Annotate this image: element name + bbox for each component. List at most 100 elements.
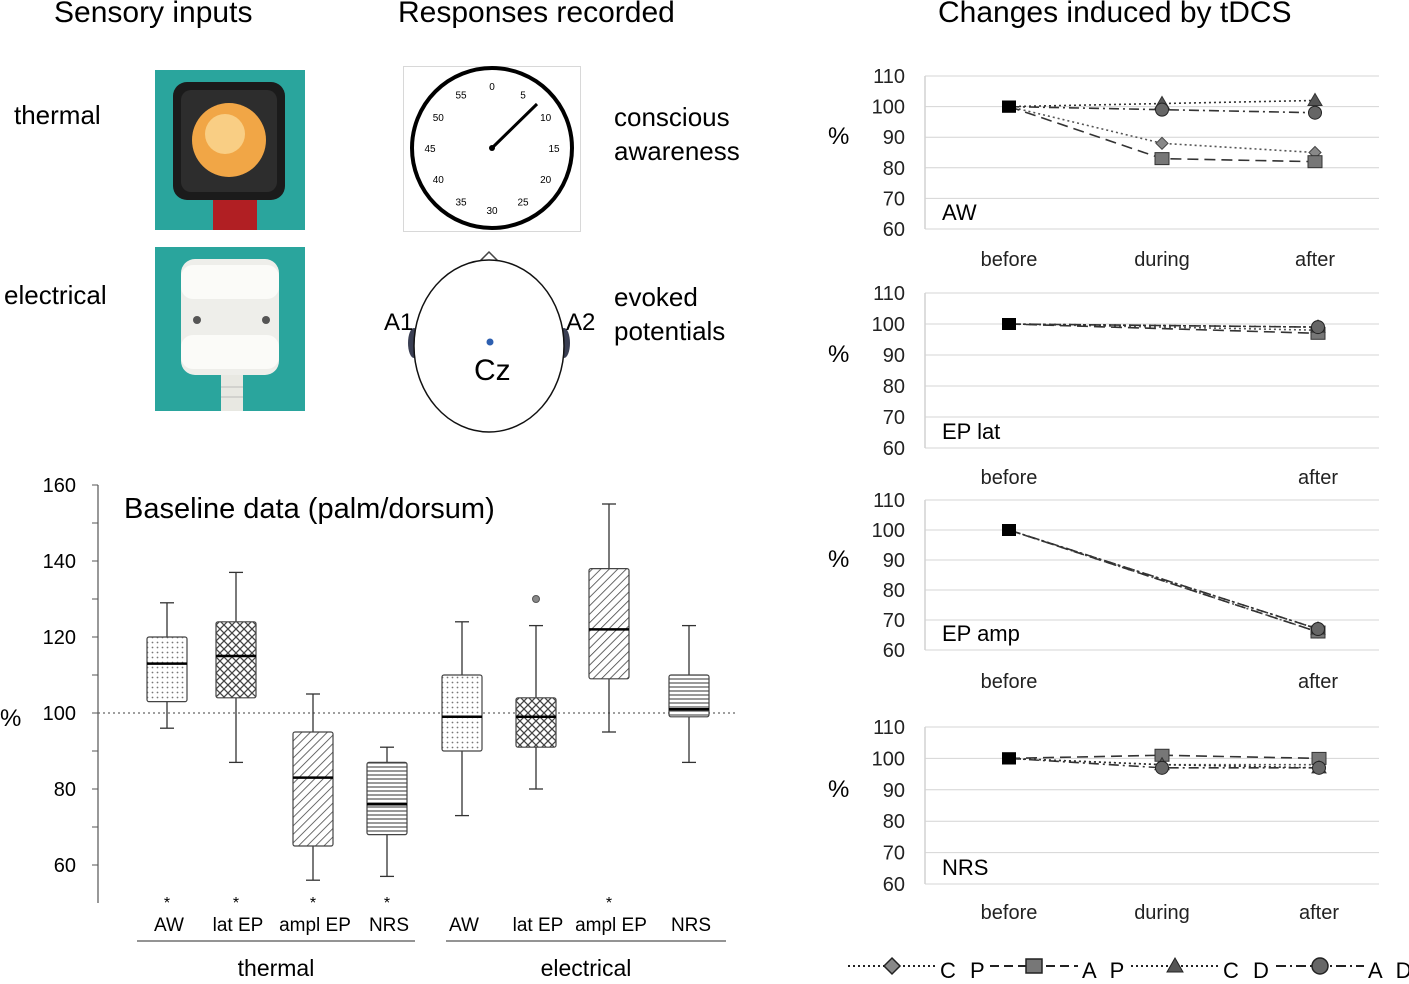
series-point-circle: [1155, 102, 1169, 117]
panel-y-tick-label: 100: [872, 520, 905, 542]
series-line-3: [1008, 105, 1316, 114]
series-line-2: [1008, 99, 1316, 108]
boxplot-ylabel: %: [0, 705, 21, 732]
series-point-triangle: [1307, 92, 1323, 106]
panel-name-label: NRS: [942, 855, 988, 880]
panel-x-label: after: [1295, 249, 1335, 271]
box-category-label: AW: [449, 915, 479, 936]
panel-x-label: during: [1134, 249, 1190, 271]
box-thermal-1: [215, 571, 257, 764]
series-line-2: [1008, 529, 1319, 630]
head-diagram: A1 A2 Cz: [384, 250, 595, 433]
series-point-circle: [1308, 105, 1322, 120]
box-iqr: [215, 621, 257, 699]
legend-item-2: C D: [1131, 956, 1273, 983]
cz-label: Cz: [474, 354, 511, 387]
baseline-boxplot-chart: Baseline data (palm/dorsum) % 60 80 100 120…: [0, 475, 735, 981]
series-point-diamond: [1155, 136, 1169, 151]
panel-y-tick-label: 80: [883, 158, 905, 180]
box-category-label: NRS: [369, 915, 409, 936]
evoked-line-1: evoked: [614, 282, 698, 312]
awareness-line-2: awareness: [614, 136, 740, 166]
significance-marker: *: [606, 895, 612, 912]
legend-item-1: A P: [990, 958, 1128, 983]
series-point-start: [1002, 318, 1016, 330]
clock-number: 25: [517, 198, 529, 209]
panel-y-tick-label: 70: [883, 843, 905, 865]
clock-number: 20: [540, 175, 552, 186]
box-category-label: NRS: [671, 915, 711, 936]
box-iqr: [515, 697, 557, 748]
box-iqr: [292, 731, 334, 847]
box-iqr: [668, 674, 710, 718]
box-thermal-2: [292, 693, 334, 881]
legend-label: A D: [1368, 958, 1409, 983]
line-panel-3: 60 70 80 90 100 110% EP amp before after: [828, 490, 1379, 693]
box-electrical-3: [668, 624, 710, 764]
panel-ylabel: %: [828, 776, 849, 803]
clock-number: 5: [520, 90, 526, 101]
tdcs-changes-header: Changes induced by tDCS: [938, 0, 1292, 29]
series-point-square: [1307, 155, 1323, 169]
series-point-start: [1002, 100, 1016, 113]
clock-number: 50: [433, 113, 445, 124]
panel-y-tick-label: 60: [883, 640, 905, 662]
panel-y-tick-label: 80: [883, 580, 905, 602]
panel-y-tick-label: 60: [883, 874, 905, 896]
series-line-3: [1008, 529, 1319, 630]
legend-square-icon: [1025, 958, 1043, 974]
legend-label: A P: [1082, 958, 1128, 983]
panel-name-label: AW: [942, 200, 977, 225]
clock-number: 40: [433, 175, 445, 186]
series-line-0: [1008, 529, 1319, 633]
group-label: thermal: [238, 955, 315, 981]
panel-y-tick-label: 110: [873, 490, 905, 512]
legend-circle-icon: [1311, 957, 1329, 975]
thermal-label: thermal: [14, 100, 101, 130]
panel-y-tick-label: 70: [883, 188, 905, 210]
box-iqr: [588, 567, 630, 680]
line-panel-4: 60 70 80 90 100 110% NRS before during after: [828, 717, 1379, 924]
box-outlier: [532, 595, 540, 603]
boxplot-y-tick-label: 60: [54, 855, 76, 877]
panel-x-label: before: [981, 902, 1038, 924]
panel-y-tick-label: 110: [873, 717, 905, 739]
panel-y-tick-label: 70: [883, 610, 905, 632]
box-electrical-2: [588, 503, 630, 733]
panel-ylabel: %: [828, 546, 849, 573]
line-panel-2: 60 70 80 90 100 110% EP lat before after: [828, 283, 1379, 489]
panel-y-tick-label: 80: [883, 811, 905, 833]
box-thermal-0: [146, 602, 188, 729]
boxplot-y-tick-label: 100: [43, 703, 76, 725]
series-line-1: [1008, 323, 1319, 335]
panel-x-label: before: [981, 249, 1038, 271]
box-electrical-1: [515, 595, 557, 790]
series-line-3: [1008, 323, 1319, 328]
clock-number: 0: [489, 82, 495, 93]
clock-number: 45: [424, 144, 436, 155]
significance-marker: *: [384, 895, 390, 912]
box-category-label: AW: [154, 915, 184, 936]
box-iqr: [366, 761, 408, 836]
box-category-label: lat EP: [513, 915, 564, 936]
significance-marker: *: [233, 895, 239, 912]
panel-y-tick-label: 90: [883, 550, 905, 572]
group-label: electrical: [541, 955, 632, 981]
box-thermal-3: [366, 746, 408, 878]
clock-number: 35: [455, 198, 467, 209]
legend-label: C P: [940, 958, 989, 983]
box-category-label: ampl EP: [279, 915, 351, 936]
legend-label: C D: [1223, 958, 1273, 983]
series-point-start: [1002, 524, 1016, 536]
panel-y-tick-label: 60: [883, 438, 905, 460]
panel-name-label: EP lat: [942, 419, 1000, 444]
boxplot-y-tick-label: 80: [54, 779, 76, 801]
sensory-inputs-header: Sensory inputs: [54, 0, 253, 29]
panel-y-tick-label: 90: [883, 345, 905, 367]
panel-x-label: after: [1298, 467, 1338, 489]
panel-ylabel: %: [828, 341, 849, 368]
significance-marker: *: [164, 895, 170, 912]
panel-y-tick-label: 90: [883, 780, 905, 802]
boxplot-title: Baseline data (palm/dorsum): [124, 493, 495, 525]
